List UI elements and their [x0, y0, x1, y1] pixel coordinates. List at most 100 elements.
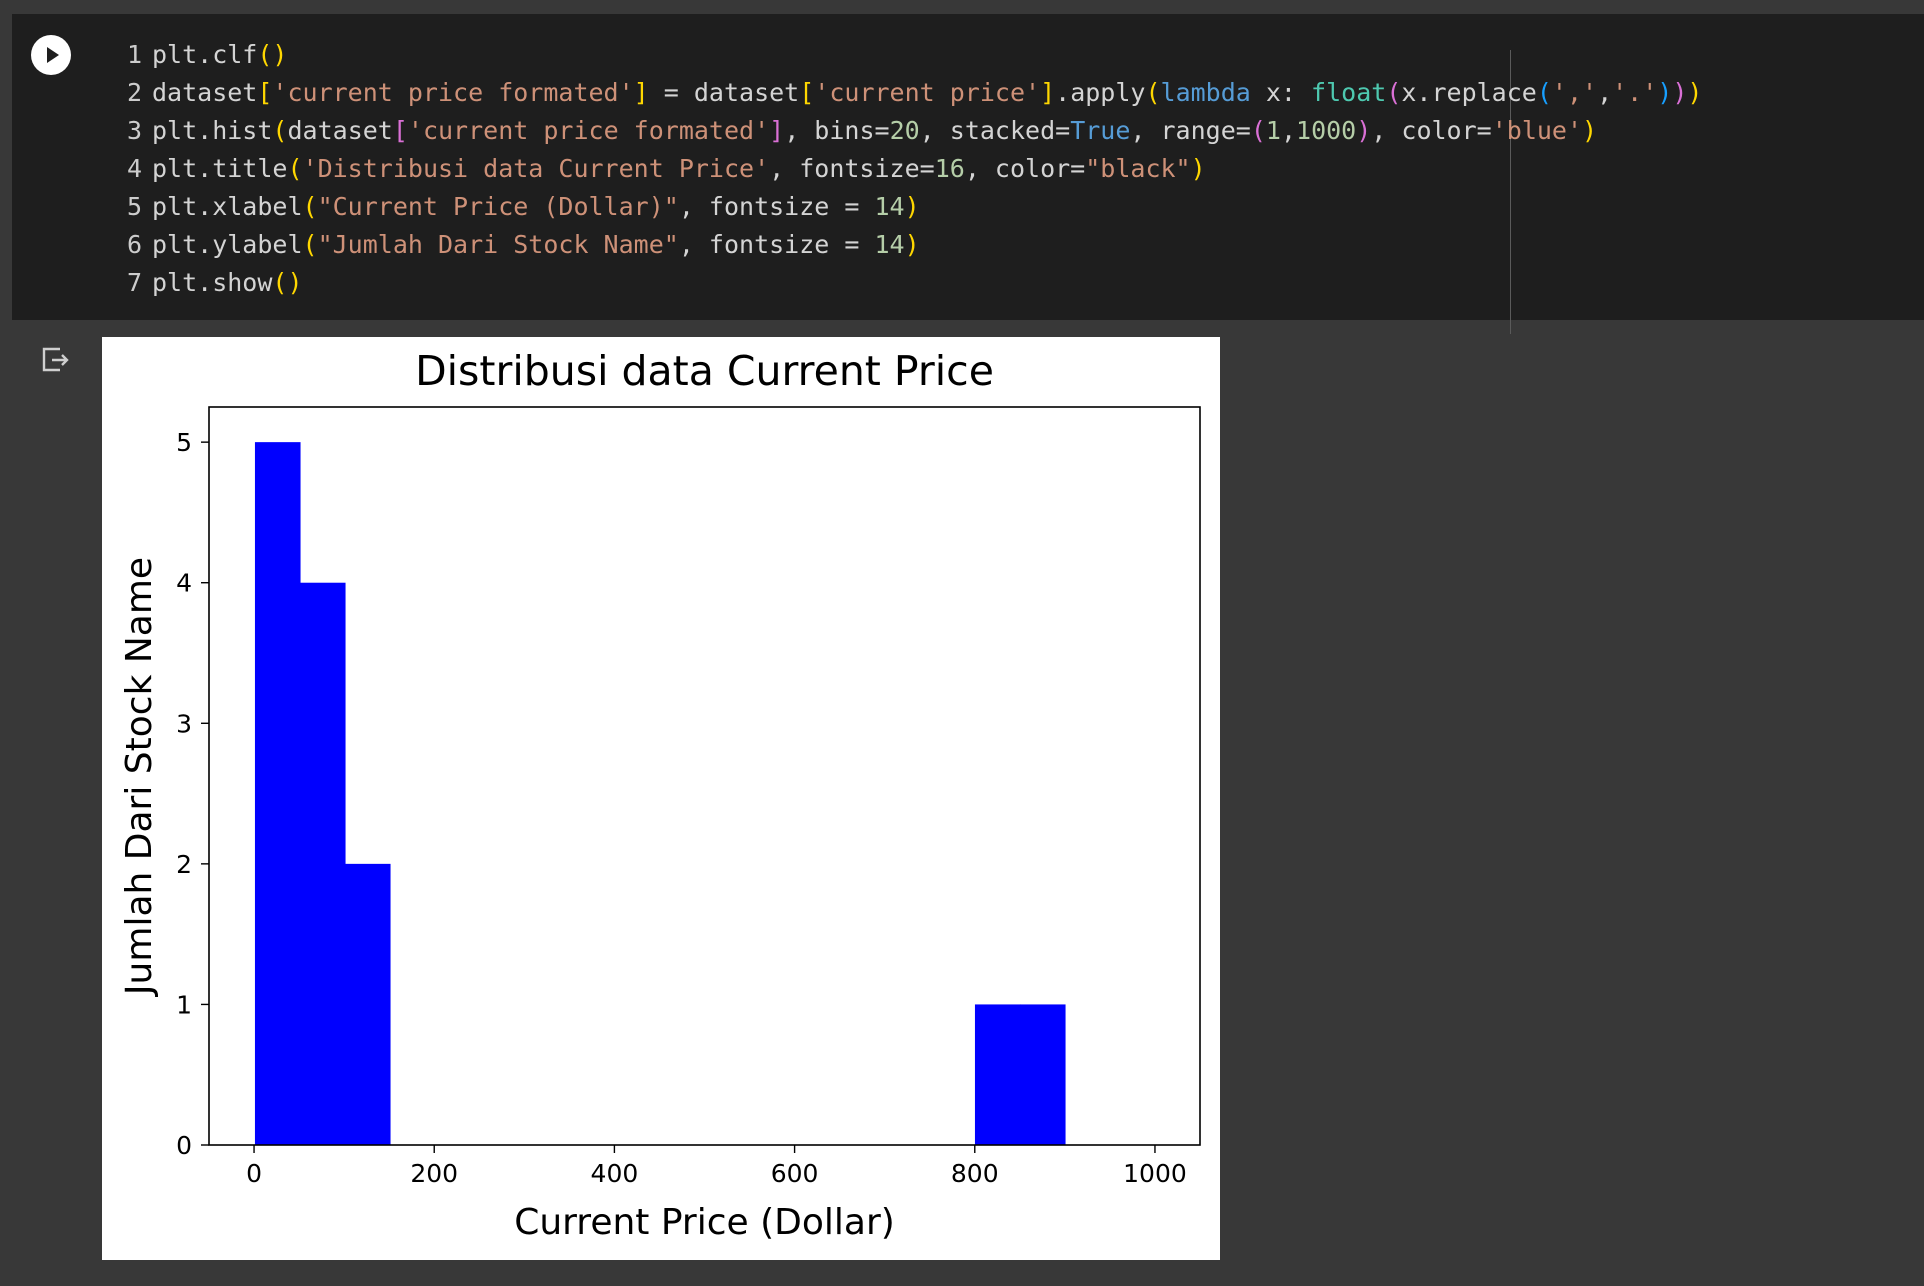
x-tick-label: 0: [246, 1159, 262, 1188]
code-token: '.': [1612, 78, 1658, 107]
plot-output: 0 200 400 600 800 1000 0 1 2 3 4 5 Distribusi data C…: [102, 337, 1220, 1260]
y-tick-label: 4: [176, 569, 192, 598]
code-token: , fontsize =: [678, 230, 875, 259]
code-token: 'current price formated': [407, 116, 770, 145]
code-token: ,: [1280, 116, 1297, 145]
code-line[interactable]: 4 plt.title('Distribusi data Current Pric…: [110, 150, 1702, 188]
code-token: (: [1536, 78, 1552, 107]
code-token: float: [1311, 78, 1387, 107]
code-editor[interactable]: 1 plt.clf() 2 dataset['current price format…: [110, 36, 1703, 302]
code-line[interactable]: 1 plt.clf(): [110, 36, 1702, 74]
y-axis-label: Jumlah Dari Stock Name: [119, 557, 160, 997]
code-token: (: [287, 154, 303, 183]
code-token: "Jumlah Dari Stock Name": [317, 230, 679, 259]
code-token: dataset: [287, 116, 393, 145]
chart-title: Distribusi data Current Price: [415, 347, 994, 395]
code-token: (: [1145, 78, 1161, 107]
code-token: 'Distribusi data Current Price': [302, 154, 770, 183]
plot-frame: [208, 406, 1201, 1146]
line-number: 4: [126, 154, 142, 183]
code-token: "Current Price (Dollar)": [317, 192, 679, 221]
code-token: 1000: [1296, 116, 1357, 145]
code-token: ]: [1040, 78, 1056, 107]
code-token: plt.show: [152, 268, 273, 297]
code-token: 'current price formated': [272, 78, 634, 107]
code-token: dataset: [152, 78, 258, 107]
x-tick-label: 600: [771, 1159, 819, 1188]
code-token: "black": [1085, 154, 1191, 183]
y-tick-label: 2: [176, 850, 192, 879]
code-token: ): [1582, 116, 1598, 145]
code-line[interactable]: 5 plt.xlabel("Current Price (Dollar)", fo…: [110, 188, 1702, 226]
code-token: [: [257, 78, 273, 107]
code-token: [: [392, 116, 408, 145]
code-line[interactable]: 6 plt.ylabel("Jumlah Dari Stock Name", fo…: [110, 226, 1702, 264]
code-token: [: [799, 78, 815, 107]
y-tick-label: 3: [176, 709, 192, 738]
line-number: 1: [126, 40, 142, 69]
y-tick-label: 5: [176, 428, 192, 457]
line-number: 7: [126, 268, 142, 297]
code-line[interactable]: 3 plt.hist ( dataset['current price formate…: [110, 112, 1702, 150]
code-token: 14: [874, 192, 905, 221]
code-token: ): [1672, 78, 1688, 107]
code-token: 1: [1265, 116, 1281, 145]
y-tick-label: 1: [176, 990, 192, 1019]
code-token: (: [1250, 116, 1266, 145]
code-token: , color=: [964, 154, 1086, 183]
code-token: x:: [1250, 78, 1312, 107]
histogram-bar: [344, 863, 391, 1145]
ruler-line: [1510, 50, 1511, 334]
code-token: ): [1687, 78, 1703, 107]
play-icon: [47, 47, 59, 63]
code-token: ',': [1551, 78, 1598, 107]
code-line[interactable]: 7 plt.show(): [110, 264, 1702, 302]
code-token: ): [1356, 116, 1372, 145]
line-number: 5: [126, 192, 142, 221]
y-tick-label: 0: [176, 1131, 192, 1160]
histogram-chart: 0 200 400 600 800 1000 0 1 2 3 4 5 Distribusi data C…: [119, 347, 1201, 1243]
histogram-bar: [299, 582, 346, 1145]
code-token: ): [1190, 154, 1206, 183]
code-line[interactable]: 2 dataset['current price formated'] = dat…: [110, 74, 1703, 112]
line-number: 2: [126, 78, 142, 107]
run-cell-button[interactable]: [31, 35, 71, 75]
output-redirect-icon[interactable]: [40, 346, 70, 378]
code-token: , bins=: [784, 116, 890, 145]
x-tick-label: 200: [410, 1159, 458, 1188]
code-token: x.replace: [1401, 78, 1537, 107]
code-token: True: [1070, 116, 1131, 145]
code-token: ]: [769, 116, 785, 145]
code-token: plt.xlabel: [152, 192, 303, 221]
x-tick-label: 800: [951, 1159, 999, 1188]
code-token: (): [272, 268, 303, 297]
code-token: , range=: [1130, 116, 1251, 145]
code-cell[interactable]: [12, 14, 1924, 334]
code-token: 20: [889, 116, 920, 145]
code-token: plt.clf: [152, 40, 258, 69]
code-token: 14: [874, 230, 905, 259]
code-token: , fontsize =: [678, 192, 875, 221]
histogram-bar: [1019, 1004, 1066, 1145]
code-token: , color=: [1371, 116, 1492, 145]
code-token: 'blue': [1491, 116, 1583, 145]
x-axis-label: Current Price (Dollar): [514, 1202, 895, 1243]
code-token: 16: [934, 154, 965, 183]
line-number: 3: [126, 116, 142, 145]
histogram-bar: [254, 442, 301, 1146]
line-number: 6: [126, 230, 142, 259]
code-token: (): [257, 40, 288, 69]
x-tick-label: 400: [591, 1159, 639, 1188]
code-token: , stacked=: [919, 116, 1071, 145]
code-token: plt.title: [152, 154, 288, 183]
code-token: (: [302, 230, 318, 259]
code-token: ]: [633, 78, 649, 107]
code-token: plt.hist: [152, 116, 273, 145]
code-token: = dataset: [648, 78, 800, 107]
code-token: ,: [1597, 78, 1613, 107]
code-token: (: [1386, 78, 1402, 107]
code-token: 'current price': [814, 78, 1041, 107]
top-strip: [0, 0, 1924, 14]
code-token: .apply: [1055, 78, 1146, 107]
code-token: ): [1657, 78, 1673, 107]
